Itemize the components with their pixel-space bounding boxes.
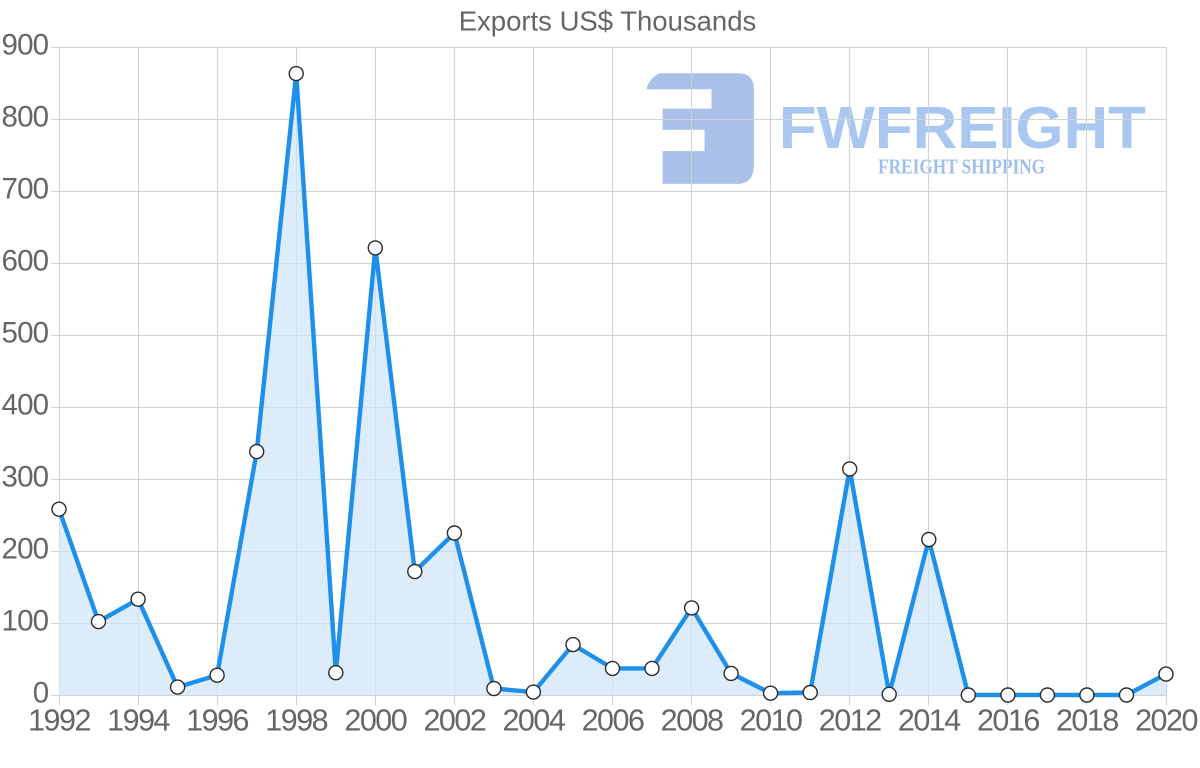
svg-text:1996: 1996 xyxy=(186,703,248,737)
svg-text:FWFREIGHT: FWFREIGHT xyxy=(779,95,1146,161)
svg-text:1992: 1992 xyxy=(28,703,90,737)
svg-text:2004: 2004 xyxy=(502,703,565,737)
svg-text:1998: 1998 xyxy=(265,703,327,737)
svg-text:1994: 1994 xyxy=(107,703,170,737)
svg-text:2020: 2020 xyxy=(1135,703,1197,737)
svg-text:2008: 2008 xyxy=(661,703,723,737)
svg-text:800: 800 xyxy=(1,101,48,134)
svg-text:2016: 2016 xyxy=(977,703,1039,737)
svg-text:0: 0 xyxy=(33,677,49,710)
svg-text:2018: 2018 xyxy=(1056,703,1118,737)
svg-text:700: 700 xyxy=(1,173,48,206)
svg-text:FREIGHT SHIPPING: FREIGHT SHIPPING xyxy=(878,155,1045,179)
svg-text:2006: 2006 xyxy=(582,703,644,737)
svg-text:Exports US$ Thousands: Exports US$ Thousands xyxy=(459,6,757,37)
svg-text:2012: 2012 xyxy=(819,703,881,737)
svg-text:200: 200 xyxy=(1,533,48,566)
svg-text:500: 500 xyxy=(1,317,48,350)
svg-text:2000: 2000 xyxy=(344,703,406,737)
svg-text:2014: 2014 xyxy=(898,703,961,737)
svg-text:900: 900 xyxy=(1,29,48,62)
svg-text:400: 400 xyxy=(1,389,48,422)
svg-text:100: 100 xyxy=(1,605,48,638)
svg-text:2002: 2002 xyxy=(423,703,485,737)
svg-text:600: 600 xyxy=(1,245,48,278)
svg-text:300: 300 xyxy=(1,461,48,494)
svg-text:2010: 2010 xyxy=(740,703,802,737)
